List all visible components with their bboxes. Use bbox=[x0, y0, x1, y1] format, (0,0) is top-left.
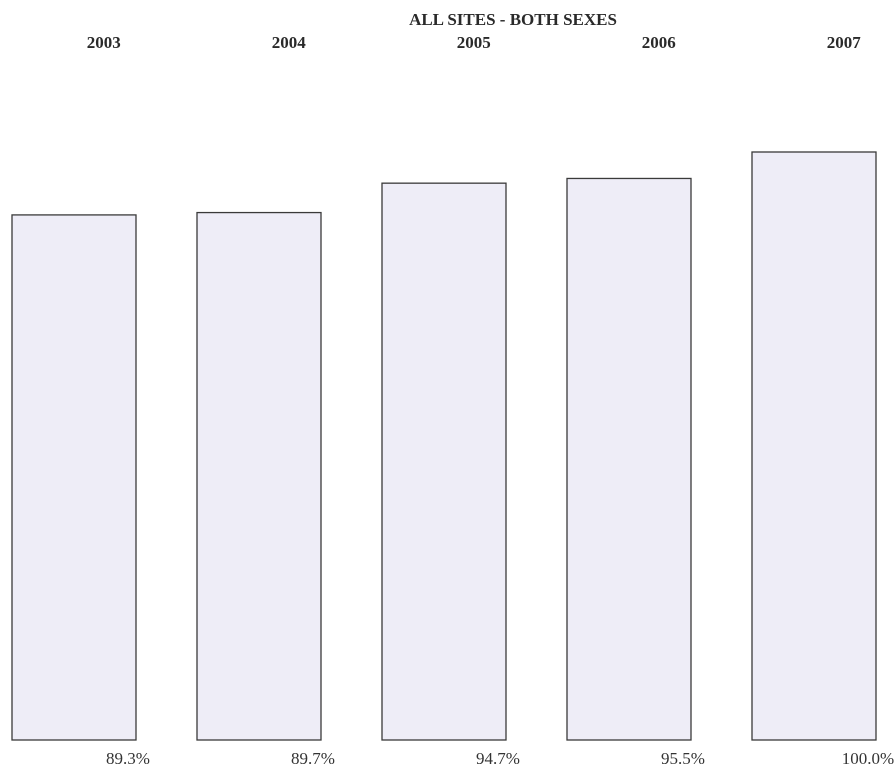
value-label-2006: 95.5% bbox=[661, 749, 705, 768]
value-labels: 89.3% 89.7% 94.7% 95.5% 100.0% bbox=[106, 749, 894, 768]
category-label-2006: 2006 bbox=[642, 33, 676, 52]
category-label-2005: 2005 bbox=[457, 33, 491, 52]
category-labels: 2003 2004 2005 2006 2007 bbox=[87, 33, 862, 52]
bar-2006 bbox=[566, 177, 692, 741]
value-label-2003: 89.3% bbox=[106, 749, 150, 768]
bar-2003 bbox=[11, 214, 137, 741]
category-label-2003: 2003 bbox=[87, 33, 121, 52]
category-label-2007: 2007 bbox=[827, 33, 862, 52]
value-label-2005: 94.7% bbox=[476, 749, 520, 768]
category-label-2004: 2004 bbox=[272, 33, 307, 52]
bar-2005 bbox=[381, 182, 507, 741]
bars-group bbox=[11, 151, 877, 741]
value-label-2004: 89.7% bbox=[291, 749, 335, 768]
chart-title: ALL SITES - BOTH SEXES bbox=[409, 10, 617, 29]
bar-2007 bbox=[751, 151, 877, 741]
bar-2004 bbox=[196, 211, 322, 741]
value-label-2007: 100.0% bbox=[842, 749, 894, 768]
